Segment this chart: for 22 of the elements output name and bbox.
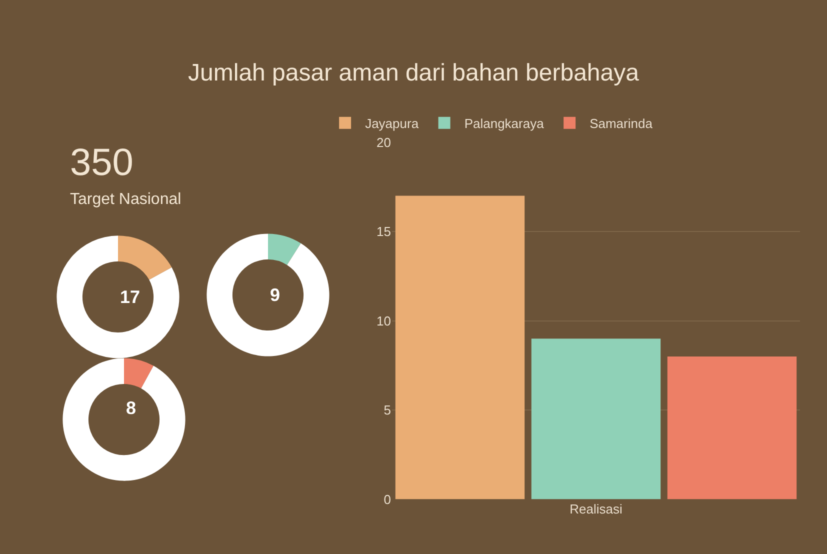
text: Jumlah pasar aman dari bahan berbahaya xyxy=(188,59,640,86)
x-tick-label: Realisasi xyxy=(570,501,622,516)
bar xyxy=(667,356,797,500)
text: 9 xyxy=(270,285,280,305)
donut-slice xyxy=(268,234,301,265)
legend-label: Palangkaraya xyxy=(464,116,545,131)
y-tick-label: 15 xyxy=(376,224,391,240)
donut-slice xyxy=(118,236,172,280)
y-tick-label: 10 xyxy=(376,313,391,328)
donut-slice xyxy=(206,234,330,356)
text: 350 xyxy=(70,142,134,184)
bar xyxy=(531,338,661,500)
text: 8 xyxy=(126,398,136,418)
y-tick-label: 20 xyxy=(376,134,391,150)
y-tick-label: 5 xyxy=(384,402,391,418)
y-tick-label: 0 xyxy=(384,492,391,507)
bar xyxy=(395,196,525,500)
legend-label: Jayapura xyxy=(365,116,420,131)
text: 17 xyxy=(120,287,140,307)
text: Target Nasional xyxy=(70,191,182,208)
donut-slice xyxy=(124,358,154,388)
legend-label: Samarinda xyxy=(590,116,654,131)
